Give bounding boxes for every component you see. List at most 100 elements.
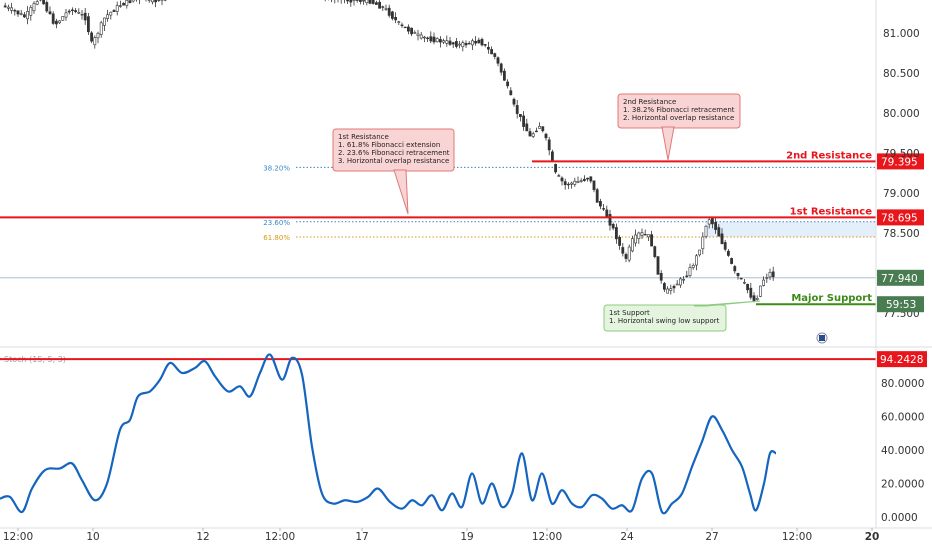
time-tick-label: 12:00 — [3, 531, 33, 543]
callout-pointer — [661, 126, 675, 161]
candle-body — [378, 1, 382, 9]
candle-body — [400, 24, 404, 27]
candle-body — [442, 40, 446, 43]
candle-body — [720, 233, 724, 245]
candle-body — [493, 53, 497, 57]
candle-body — [691, 265, 695, 268]
candle-body — [512, 98, 516, 105]
candle-body — [758, 285, 762, 297]
candle-body — [739, 277, 743, 280]
time-tick-label: 12 — [196, 531, 209, 543]
candle-body — [733, 266, 737, 272]
candle-body — [573, 180, 577, 185]
time-tick-label: 20 — [865, 531, 880, 543]
candle-body — [410, 27, 414, 35]
candle-body — [394, 16, 398, 21]
callout-line: 2. 23.6% Fibonacci retracement — [338, 149, 450, 157]
candle-body — [429, 36, 433, 42]
candle-body — [477, 39, 481, 44]
candle-body — [109, 11, 113, 16]
candle-body — [480, 39, 484, 46]
candle-body — [151, 0, 154, 3]
callout-box — [603, 304, 727, 332]
candle-body — [349, 0, 353, 3]
candle-body — [749, 287, 753, 298]
candle-body — [557, 175, 561, 177]
candle-body — [154, 0, 158, 3]
candle-body — [762, 279, 766, 286]
callout-line: 3. Horizontal overlap resistance — [338, 157, 449, 165]
candles — [3, 0, 775, 303]
candle-body — [586, 177, 590, 180]
candle-body — [554, 164, 558, 173]
candle-body — [742, 282, 746, 284]
level-label-first-resistance: 1st Resistance — [790, 206, 873, 217]
candle-body — [704, 225, 708, 237]
candle-body — [531, 133, 535, 137]
candle-body — [659, 273, 663, 281]
candle-body — [614, 227, 618, 240]
candle-body — [96, 32, 100, 39]
candle-body — [650, 234, 654, 247]
price-axis: 79.395 78.695 81.000 80.500 80.000 79.500 79.0… — [875, 0, 927, 528]
candle-body — [496, 57, 500, 64]
candle-body — [723, 242, 727, 250]
candle-body — [608, 214, 612, 226]
candle-body — [374, 2, 378, 5]
candle-body — [534, 130, 538, 133]
candle-body — [544, 133, 548, 139]
candle-body — [672, 285, 676, 289]
candle-body — [669, 288, 673, 291]
fib-label: 23.60% — [263, 219, 290, 227]
candle-body — [675, 283, 679, 286]
candle-body — [698, 249, 702, 256]
candle-body — [694, 255, 698, 266]
level-value-badge — [877, 209, 924, 226]
price-tick-label: 81.000 — [883, 28, 920, 40]
candle-body — [682, 279, 686, 281]
candle-body — [541, 126, 545, 132]
candle-body — [461, 42, 465, 48]
fib-label: 38.20% — [263, 164, 290, 172]
candle-body — [80, 13, 84, 16]
fib-label: 61.80% — [263, 234, 290, 242]
candle-body — [621, 247, 625, 254]
level-value-badge — [877, 153, 924, 170]
candle-body — [518, 114, 522, 117]
candle-body — [42, 0, 46, 5]
candle-body — [717, 227, 721, 237]
candle-body — [371, 0, 375, 4]
candle-body — [416, 33, 420, 36]
candle-body — [570, 182, 574, 185]
candle-body — [730, 258, 734, 264]
candle-body — [48, 11, 52, 14]
candle-body — [51, 13, 55, 24]
callout-pointer — [393, 169, 409, 215]
candle-body — [58, 20, 62, 24]
callout-line: 2. Horizontal overlap resistance — [623, 114, 734, 122]
stochastic-line — [0, 353, 777, 515]
price-pane: 38.20% 23.60% 61.80% 2nd Resistance 1st Resi… — [0, 0, 932, 348]
candle-body — [710, 218, 714, 225]
candle-body — [403, 26, 407, 29]
candle-body — [16, 10, 20, 15]
candle-body — [634, 234, 638, 244]
candle-body — [413, 32, 417, 34]
current-price-badge — [877, 269, 924, 286]
candle-body — [483, 44, 487, 46]
current-price-text: 77.940 — [881, 273, 918, 285]
candle-body — [7, 6, 10, 9]
candle-body — [624, 254, 628, 259]
candle-body — [490, 49, 494, 55]
candle-body — [355, 0, 359, 1]
candle-body — [61, 16, 65, 21]
price-tick-label: 80.500 — [883, 68, 920, 80]
candle-body — [32, 3, 36, 12]
candle-body — [128, 0, 132, 3]
callout-title: 2nd Resistance — [623, 98, 676, 106]
candle-body — [506, 81, 510, 87]
candle-body — [464, 42, 468, 46]
countdown-text: 59:53 — [886, 299, 916, 311]
time-tick-label: 12:00 — [265, 531, 295, 543]
